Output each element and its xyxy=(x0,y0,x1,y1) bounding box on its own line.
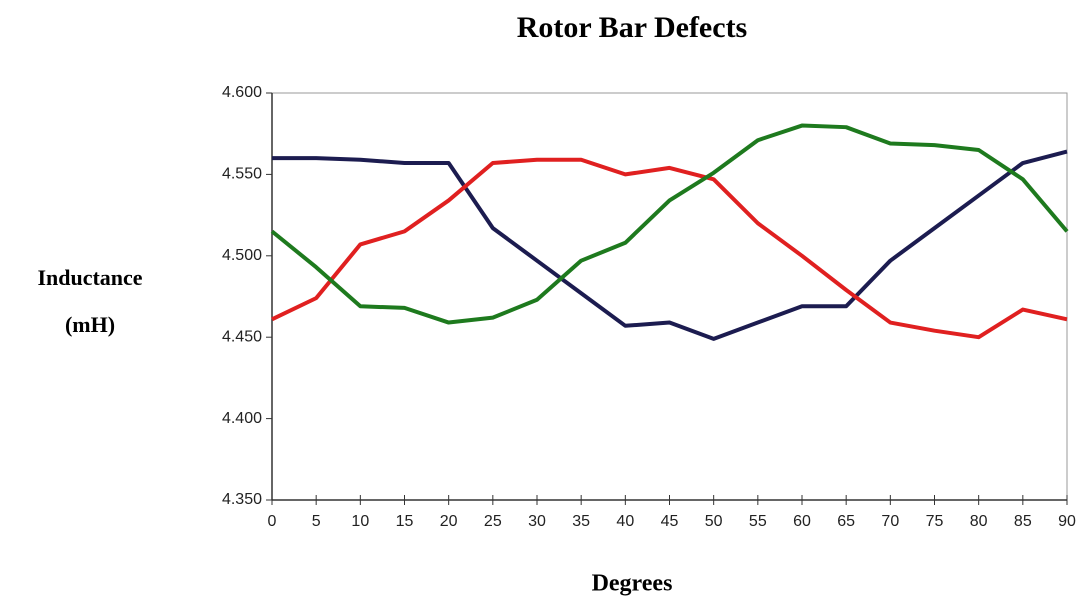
x-tick-label: 90 xyxy=(1058,513,1076,530)
y-tick-label: 4.450 xyxy=(222,328,262,345)
x-tick-label: 55 xyxy=(749,513,767,530)
x-tick-label: 75 xyxy=(926,513,944,530)
x-tick-label: 30 xyxy=(528,513,546,530)
x-tick-label: 65 xyxy=(837,513,855,530)
x-tick-label: 50 xyxy=(705,513,723,530)
y-tick-label: 4.400 xyxy=(222,410,262,427)
x-tick-label: 80 xyxy=(970,513,988,530)
x-tick-label: 45 xyxy=(661,513,679,530)
series-line xyxy=(272,149,1068,341)
y-tick-label: 4.500 xyxy=(222,247,262,264)
series-line xyxy=(270,123,1069,325)
y-tick-label: 4.350 xyxy=(222,491,262,508)
chart-title: Rotor Bar Defects xyxy=(517,11,747,44)
x-tick-label: 15 xyxy=(396,513,414,530)
x-tick-label: 85 xyxy=(1014,513,1032,530)
x-tick-label: 60 xyxy=(793,513,811,530)
y-tick-label: 4.550 xyxy=(222,166,262,183)
x-tick-label: 35 xyxy=(572,513,590,530)
series-line xyxy=(271,157,1068,340)
plot-frame xyxy=(271,92,1068,501)
y-axis-label: (mH) xyxy=(65,312,115,337)
x-axis-label: Degrees xyxy=(592,571,673,597)
x-tick-label: 10 xyxy=(351,513,369,530)
y-axis-label: Inductance xyxy=(37,265,142,290)
x-tick-label: 20 xyxy=(440,513,458,530)
x-tick-label: 25 xyxy=(484,513,502,530)
x-tick-label: 40 xyxy=(616,513,634,530)
x-tick-label: 70 xyxy=(881,513,899,530)
x-tick-label: 0 xyxy=(268,513,277,530)
y-tick-label: 4.600 xyxy=(222,84,262,101)
x-tick-label: 5 xyxy=(312,513,321,530)
